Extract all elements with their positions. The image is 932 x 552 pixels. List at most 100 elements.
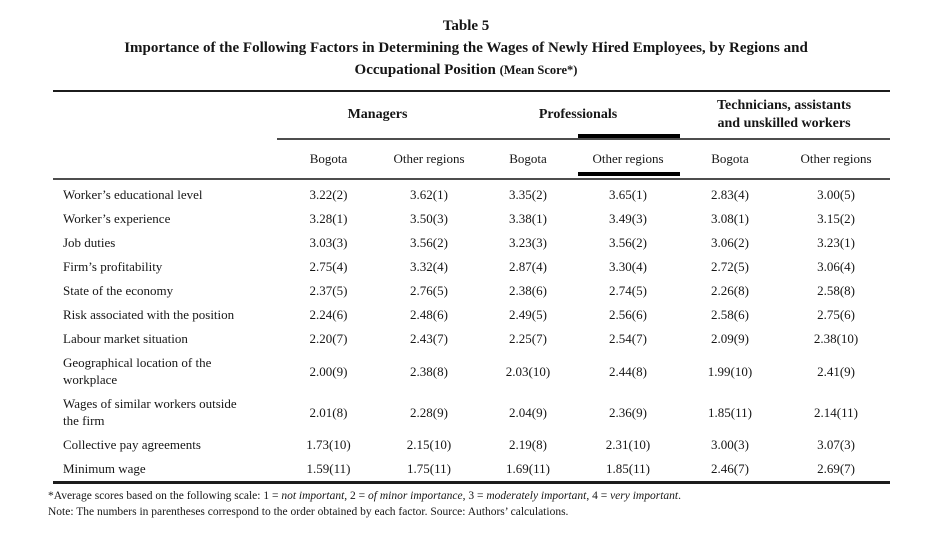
- score-cell: 2.58(8): [817, 283, 855, 298]
- score-cell: 2.69(7): [817, 461, 855, 476]
- scale-footnote-mid-3: , 4 =: [586, 489, 611, 502]
- score-cell: 3.62(1): [410, 187, 448, 202]
- scale-footnote-mid-1: , 2 =: [344, 489, 369, 502]
- score-cell: 2.20(7): [309, 331, 348, 346]
- score-cell: 2.38(10): [813, 331, 859, 346]
- group-header-professionals: Professionals: [478, 91, 679, 140]
- score-cell: 2.36(9): [609, 404, 647, 420]
- table-row: Worker’s educational level 3.22(2) 3.62(…: [53, 179, 890, 207]
- score-cell: 3.65(1): [609, 187, 647, 202]
- score-cell: 2.24(6): [309, 307, 348, 322]
- factor-label: Minimum wage: [63, 461, 146, 476]
- score-cell: 1.73(10): [306, 437, 351, 452]
- table-title-line-1: Importance of the Following Factors in D…: [124, 40, 808, 56]
- score-cell: 3.56(2): [410, 235, 448, 250]
- factor-label: Risk associated with the position: [63, 307, 235, 322]
- scale-footnote-end: .: [678, 489, 681, 502]
- score-cell: 2.54(7): [609, 331, 647, 346]
- score-cell: 2.41(9): [817, 363, 855, 379]
- table-row: Risk associated with the position 2.24(6…: [53, 303, 890, 327]
- score-cell: 2.14(11): [814, 404, 858, 420]
- scale-footnote-moderately-important: moderately important: [486, 489, 587, 502]
- score-cell: 2.25(7): [509, 331, 547, 346]
- table-row: Minimum wage 1.59(11) 1.75(11) 1.69(11) …: [53, 457, 890, 483]
- wage-factors-table: Managers Professionals Technicians, assi…: [53, 90, 891, 484]
- sub-header-row: Bogota Other regions Bogota Other region…: [53, 139, 891, 180]
- score-cell: 2.76(5): [410, 283, 448, 298]
- factor-label: Worker’s educational level: [63, 187, 203, 202]
- score-cell: 2.43(7): [410, 331, 448, 346]
- factor-label: Wages of similar workers outside the fir…: [63, 396, 237, 428]
- factor-label: Job duties: [63, 235, 116, 250]
- score-cell: 2.15(10): [406, 437, 452, 452]
- score-cell: 2.26(8): [711, 283, 749, 298]
- scale-footnote-mid-2: , 3 =: [462, 489, 487, 502]
- score-cell: 3.32(4): [410, 259, 448, 274]
- score-cell: 2.28(9): [410, 404, 448, 420]
- factor-label: Worker’s experience: [63, 211, 171, 226]
- score-cell: 1.99(10): [707, 363, 753, 379]
- score-cell: 1.75(11): [407, 461, 451, 476]
- score-cell: 2.74(5): [609, 283, 647, 298]
- footnotes: *Average scores based on the following s…: [48, 488, 932, 521]
- score-cell: 3.23(3): [509, 235, 547, 250]
- score-cell: 2.83(4): [711, 187, 749, 202]
- table-title-line-2: Occupational Position (Mean Score*): [0, 59, 932, 81]
- score-cell: 3.50(3): [410, 211, 448, 226]
- factor-label: Firm’s profitability: [63, 259, 163, 274]
- score-cell: 3.00(3): [711, 437, 749, 452]
- score-cell: 2.00(9): [309, 363, 348, 379]
- score-cell: 3.00(5): [817, 187, 855, 202]
- score-cell: 2.04(9): [509, 404, 547, 420]
- table-row: Labour market situation 2.20(7) 2.43(7) …: [53, 327, 890, 351]
- score-cell: 2.48(6): [410, 307, 448, 322]
- score-cell: 3.23(1): [817, 235, 855, 250]
- score-cell: 3.28(1): [309, 211, 348, 226]
- scale-footnote-not-important: not important: [281, 489, 345, 502]
- table-row: Worker’s experience 3.28(1) 3.50(3) 3.38…: [53, 207, 890, 231]
- table-title-mean-score-note: (Mean Score*): [499, 63, 578, 77]
- score-cell: 2.49(5): [509, 307, 547, 322]
- score-cell: 2.03(10): [505, 363, 551, 379]
- score-cell: 1.85(11): [708, 404, 752, 420]
- score-cell: 3.15(2): [817, 211, 855, 226]
- score-cell: 3.56(2): [609, 235, 647, 250]
- score-cell: 2.75(4): [309, 259, 348, 274]
- score-cell: 2.46(7): [711, 461, 749, 476]
- score-cell: 2.75(6): [817, 307, 855, 322]
- score-cell: 2.44(8): [609, 363, 647, 379]
- score-cell: 3.06(4): [817, 259, 855, 274]
- scale-footnote-prefix: *Average scores based on the following s…: [48, 489, 282, 502]
- subheader-technicians-other-regions: Other regions: [782, 139, 891, 180]
- table-row: Job duties 3.03(3) 3.56(2) 3.23(3) 3.56(…: [53, 231, 890, 255]
- score-cell: 2.72(5): [711, 259, 749, 274]
- score-cell: 3.07(3): [817, 437, 855, 452]
- score-cell: 3.38(1): [509, 211, 547, 226]
- table-number: Table 5: [442, 18, 490, 34]
- table-row: State of the economy 2.37(5) 2.76(5) 2.3…: [53, 279, 890, 303]
- subheader-managers-other-regions: Other regions: [380, 139, 479, 180]
- score-cell: 2.38(8): [410, 363, 448, 379]
- table-title-line-2-main: Occupational Position: [354, 62, 500, 78]
- table-row: Wages of similar workers outside the fir…: [53, 392, 890, 433]
- score-cell: 2.09(9): [711, 331, 749, 346]
- score-cell: 2.31(10): [605, 437, 651, 452]
- factor-label: State of the economy: [63, 283, 174, 298]
- score-cell: 2.01(8): [309, 404, 348, 420]
- score-cell: 3.49(3): [609, 211, 647, 226]
- group-header-row: Managers Professionals Technicians, assi…: [53, 91, 891, 180]
- title-block: Table 5 Importance of the Following Fact…: [0, 0, 932, 81]
- header-rule-emphasis-bottom: [578, 172, 680, 176]
- score-cell: 3.08(1): [711, 211, 749, 226]
- factor-label: Collective pay agreements: [63, 437, 201, 452]
- group-header-technicians: Technicians, assistants and unskilled wo…: [678, 91, 891, 140]
- header-corner: [53, 91, 277, 180]
- group-header-managers: Managers: [277, 91, 479, 140]
- score-cell: 1.59(11): [306, 461, 351, 476]
- subheader-professionals-bogota: Bogota: [478, 139, 579, 180]
- score-cell: 3.35(2): [509, 187, 547, 202]
- table-wrap: Managers Professionals Technicians, assi…: [53, 90, 891, 484]
- score-cell: 2.56(6): [609, 307, 647, 322]
- table-row: Firm’s profitability 2.75(4) 3.32(4) 2.8…: [53, 255, 890, 279]
